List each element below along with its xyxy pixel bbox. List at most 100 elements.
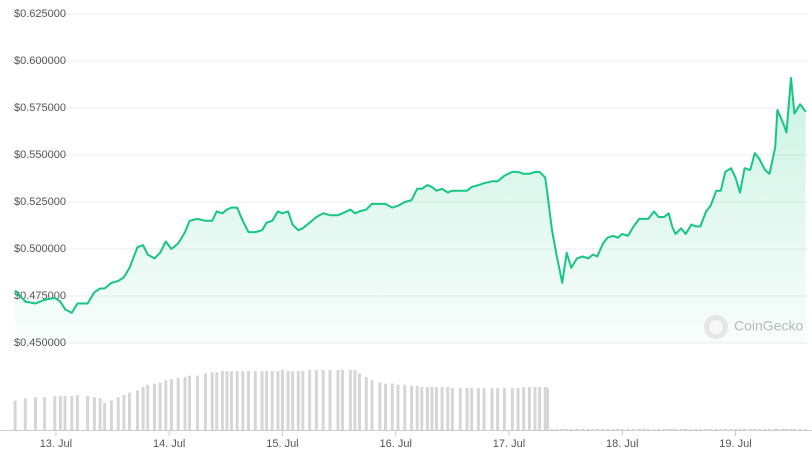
volume-bar <box>789 428 793 430</box>
volume-bar <box>53 396 57 430</box>
volume-bar <box>611 428 615 430</box>
volume-bar <box>241 371 245 430</box>
volume-bar <box>646 428 650 430</box>
volume-bar <box>527 386 531 430</box>
volume-bar <box>328 370 332 430</box>
volume-bar <box>246 371 250 430</box>
volume-bar <box>569 428 573 430</box>
volume-bar <box>301 371 305 430</box>
volume-bar <box>581 428 585 430</box>
volume-bar <box>784 428 788 430</box>
volume-bar <box>748 428 752 430</box>
volume-bar <box>152 383 156 430</box>
volume-bar <box>595 428 599 430</box>
volume-bar <box>533 386 537 430</box>
volume-bar <box>203 373 207 430</box>
volume-bar <box>378 382 382 430</box>
watermark: CoinGecko <box>704 315 803 339</box>
volume-bar <box>390 383 394 430</box>
volume-bar <box>58 396 62 430</box>
volume-bar <box>276 371 280 430</box>
volume-bar <box>265 371 269 430</box>
volume-bar <box>734 428 738 430</box>
volume-bar <box>753 428 757 430</box>
volume-bar <box>565 428 569 430</box>
volume-bar <box>425 386 429 430</box>
volume-bar <box>98 398 102 430</box>
volume-bar <box>804 428 808 430</box>
x-tick-label: 16. Jul <box>379 438 411 450</box>
volume-bar <box>656 428 660 430</box>
volume-bar <box>348 370 352 430</box>
volume-bar <box>673 428 677 430</box>
volume-bar <box>75 394 79 430</box>
volume-bar <box>538 386 542 430</box>
volume-bar <box>103 402 107 430</box>
volume-bar <box>396 384 400 430</box>
volume-bar <box>353 370 357 430</box>
y-tick-label: $0.500000 <box>14 243 66 255</box>
volume-bar <box>357 373 361 430</box>
plot <box>14 76 807 344</box>
y-tick-label: $0.600000 <box>14 55 66 67</box>
volume-bar <box>502 388 506 430</box>
watermark-logo-inner <box>709 320 723 334</box>
volume-bar <box>434 386 438 430</box>
volume-bar <box>70 396 74 430</box>
volume-bar <box>743 428 747 430</box>
volume-bar <box>296 371 300 430</box>
volume-bar <box>122 394 126 430</box>
volume-bar <box>63 396 67 430</box>
y-tick-label: $0.525000 <box>14 196 66 208</box>
volume-bar <box>522 386 526 430</box>
volume-bar <box>92 397 96 430</box>
volume-bar <box>458 388 462 430</box>
volume-bar <box>560 428 564 430</box>
volume-bar <box>586 428 590 430</box>
volume-bar <box>430 386 434 430</box>
y-tick-label: $0.625000 <box>14 8 66 20</box>
x-tick-label: 15. Jul <box>266 438 298 450</box>
volume-bar <box>476 388 480 430</box>
volume-bar <box>555 428 559 430</box>
volume-bar <box>215 372 219 430</box>
volume-bar <box>146 384 150 430</box>
x-axis: 13. Jul 14. Jul 15. Jul 16. Jul 17. Jul 18. J… <box>0 430 812 450</box>
x-tick-label: 14. Jul <box>153 438 185 450</box>
volume-bar <box>704 428 708 430</box>
volume-bar <box>210 372 214 430</box>
volume-bars <box>13 370 808 430</box>
volume-bar <box>109 400 113 430</box>
x-tick-label: 13. Jul <box>40 438 72 450</box>
volume-bar <box>270 371 274 430</box>
volume-bar <box>642 428 646 430</box>
volume-bar <box>291 371 295 430</box>
volume-bar <box>465 388 469 430</box>
volume-bar <box>384 383 388 430</box>
volume-bar <box>188 375 192 430</box>
volume-bar <box>340 370 344 430</box>
volume-bar <box>420 386 424 430</box>
volume-bar <box>141 386 145 430</box>
price-area <box>15 77 806 344</box>
volume-bar <box>775 428 779 430</box>
volume-bar <box>415 385 419 430</box>
volume-bar <box>684 428 688 430</box>
volume-bar <box>470 388 474 430</box>
volume-bar <box>128 392 132 430</box>
volume-bar <box>253 371 257 430</box>
volume-bar <box>135 390 139 430</box>
volume-bar <box>575 428 579 430</box>
x-tick-label: 17. Jul <box>493 438 525 450</box>
volume-bar <box>229 371 233 430</box>
volume-bar <box>694 428 698 430</box>
x-tick-label: 18. Jul <box>606 438 638 450</box>
volume-bar <box>667 428 671 430</box>
volume-bar <box>767 428 771 430</box>
volume-bar <box>13 400 17 430</box>
volume-bar <box>403 384 407 430</box>
volume-bar <box>169 379 173 430</box>
x-tick-label: 19. Jul <box>719 438 751 450</box>
volume-bar <box>321 370 325 430</box>
volume-bar <box>757 428 761 430</box>
